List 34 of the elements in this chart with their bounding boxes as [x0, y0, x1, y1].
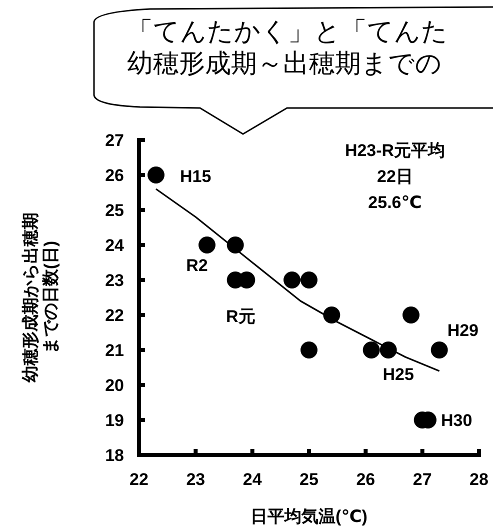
x-axis-title: 日平均気温(℃): [250, 507, 368, 526]
y-tick-label: 19: [105, 411, 124, 430]
annotation: H25: [382, 365, 414, 384]
y-tick-label: 20: [105, 376, 124, 395]
x-tick-label: 24: [242, 470, 262, 489]
x-tick-label: 26: [356, 470, 376, 489]
y-tick-label: 25: [105, 201, 124, 220]
annotation: H23-R元平均 22日 25.6℃: [344, 141, 446, 212]
x-tick-label: 22: [130, 470, 148, 489]
point: [148, 166, 164, 184]
point: [362, 342, 380, 358]
point: [198, 236, 216, 254]
y-tick-label: 23: [105, 271, 124, 290]
x-tick-label: 23: [186, 470, 206, 489]
y-tick-label: 22: [105, 306, 124, 325]
point: [300, 272, 318, 288]
point: [300, 342, 318, 358]
x-tick-label: 25: [300, 470, 318, 489]
speech-bubble: 「てんたかく」と「てんた 幼穂形成期～出穂期までの: [93, 6, 493, 135]
x-tick-label: 27: [412, 470, 432, 489]
annotation: H30: [441, 411, 472, 430]
annotation: H29: [447, 321, 479, 340]
annotation: R2: [186, 256, 208, 275]
y-tick-label: 26: [105, 166, 124, 185]
annotation: R元: [226, 307, 256, 326]
point: [284, 272, 300, 288]
y-tick-label: 24: [105, 236, 125, 255]
x-tick-label: 28: [470, 470, 488, 489]
point: [430, 342, 448, 358]
point: [402, 306, 420, 324]
y-tick-label: 18: [105, 446, 124, 465]
annotation: H15: [180, 167, 212, 186]
y-axis-title: 幼穂形成期から出穂期までの日数(日): [21, 212, 60, 382]
y-tick-label: 21: [105, 341, 124, 360]
